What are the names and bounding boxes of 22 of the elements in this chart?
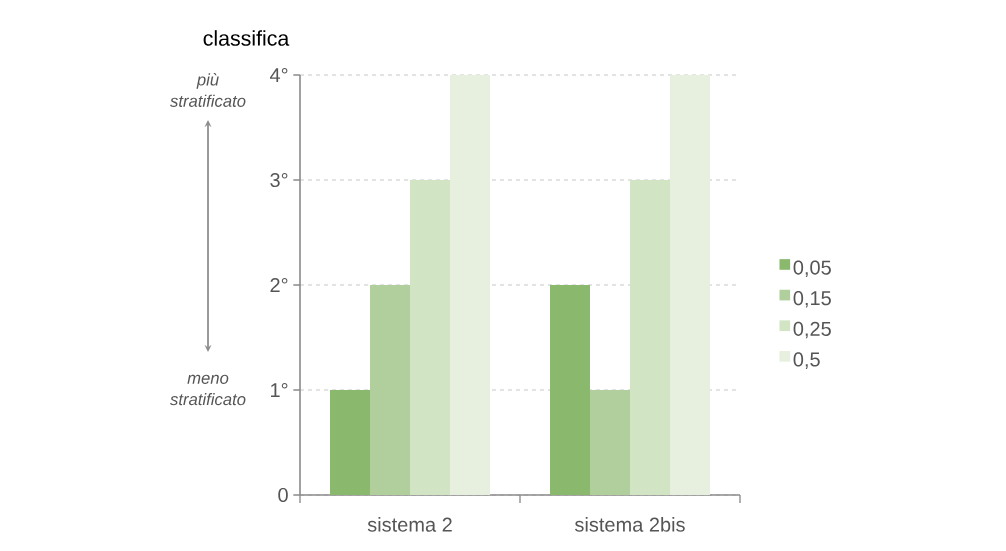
y-tick-label: 2° [270, 278, 288, 292]
y-axis-title: classifica [203, 30, 290, 46]
y-tick-label: 0 [278, 487, 288, 503]
bar [590, 390, 630, 495]
bar [330, 390, 370, 495]
x-tick-label: sistema 2bis [574, 517, 685, 532]
bar [370, 285, 411, 495]
x-tick-label: sistema 2 [367, 517, 452, 532]
legend-label: 0,25 [793, 321, 831, 339]
text: meno stratificato [170, 374, 246, 406]
bar [550, 285, 591, 495]
y-tick-label: 4° [269, 68, 288, 82]
bar [670, 75, 711, 495]
y-tick-label: 3° [270, 172, 288, 188]
bar [630, 180, 670, 495]
y-tick-label: 1° [271, 383, 288, 397]
legend-label: 0,5 [793, 352, 820, 369]
bar [450, 75, 490, 495]
legend-label: 0,05 [793, 260, 831, 277]
bar [410, 180, 451, 495]
legend-label: 0,15 [793, 291, 831, 308]
text: più stratificato [170, 73, 246, 107]
